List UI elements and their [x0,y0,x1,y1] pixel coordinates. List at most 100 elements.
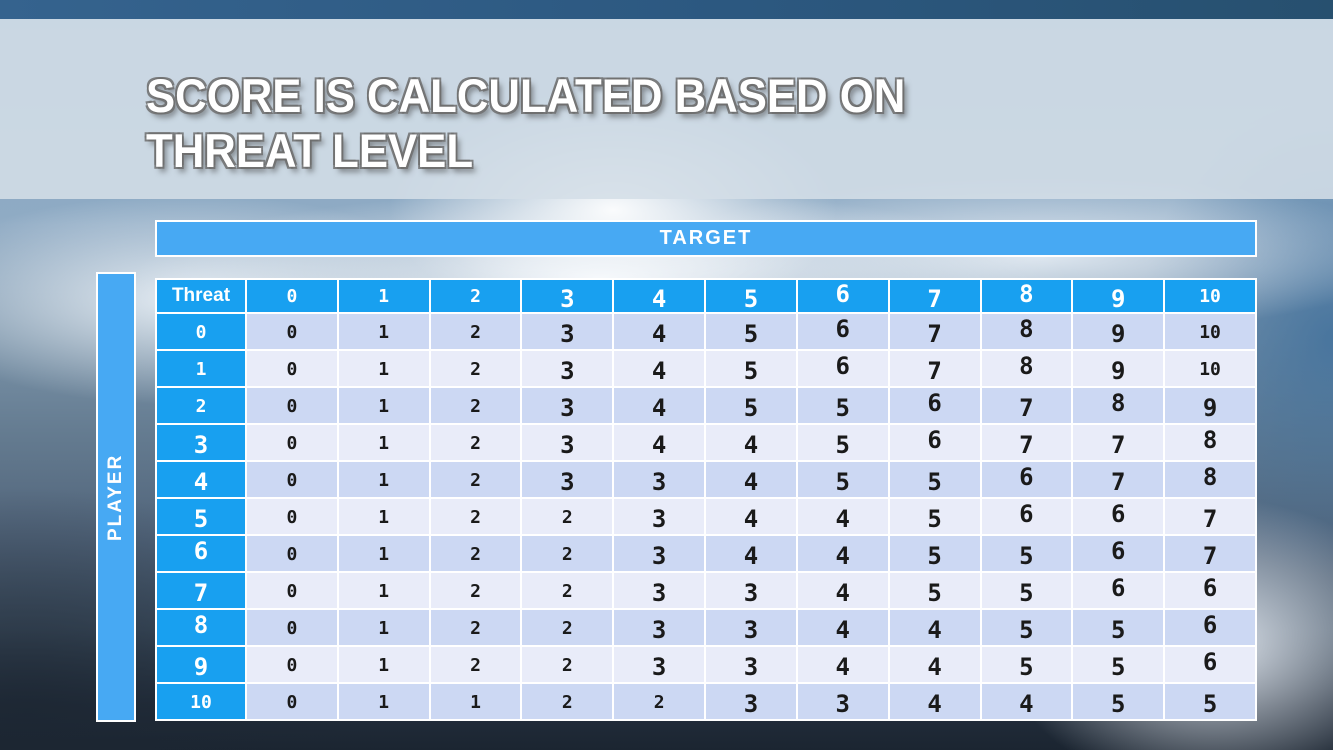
score-value: 5 [1110,690,1126,718]
score-value: 1 [378,395,390,417]
score-cell: 8 [1163,423,1257,462]
row-header-threat-level: 3 [155,423,247,462]
score-cell: 2 [520,682,615,721]
score-cell: 3 [520,423,615,462]
score-cell: 4 [612,349,707,388]
score-value: 2 [561,580,573,602]
score-value: 7 [1110,468,1126,496]
score-cell: 4 [795,608,890,647]
score-value: 4 [835,616,850,644]
score-value: 0 [286,617,298,639]
score-value: 1 [378,432,390,454]
score-cell: 5 [887,534,982,573]
score-value: 4 [835,579,850,607]
score-value: 1 [378,691,390,713]
score-cell: 4 [704,497,798,536]
score-value: 10 [1199,286,1221,307]
score-value: 6 [835,315,850,343]
score-cell: 2 [428,645,523,684]
corner-header-threat: Threat [155,278,247,314]
score-cell: 5 [704,386,798,425]
score-table: Threat 0 1 2 3 4 5 6 7 8 9 10 0 0 1 2 3 4 5 6 7 8 9 10 1 0 1 2 3 4 5… [155,278,1257,721]
score-value: 5 [1110,616,1126,644]
score-value: 5 [193,505,209,533]
score-value: 9 [1110,357,1126,385]
score-cell: 4 [704,534,798,573]
row-header-threat-level: 1 [155,349,247,388]
score-cell: 1 [336,460,431,499]
column-header: 7 [887,278,982,314]
score-value: 0 [286,321,298,343]
row-header-threat-level: 10 [155,682,247,721]
score-value: 2 [470,617,481,639]
score-value: 8 [1202,426,1218,454]
score-value: 6 [1019,500,1034,528]
score-cell: 6 [1071,497,1166,536]
score-value: 5 [743,320,759,348]
score-cell: 9 [1071,349,1166,388]
score-value: 0 [286,654,298,676]
score-value: 2 [470,286,481,307]
score-cell: 6 [1071,534,1166,573]
column-header: 0 [245,278,339,314]
score-value: 3 [651,616,667,644]
score-value: 5 [927,505,942,533]
score-value: 7 [927,284,942,313]
score-value: 3 [560,320,575,348]
score-value: 6 [1202,648,1218,676]
score-cell: 10 [1163,349,1257,388]
score-cell: 2 [428,571,523,610]
score-value: 4 [927,690,942,718]
score-value: 0 [286,395,298,417]
score-value: 1 [378,358,390,380]
score-value: 4 [743,542,759,570]
score-cell: 7 [887,312,982,351]
row-header-threat-level: 0 [155,312,247,351]
column-header: 2 [428,278,523,314]
score-value: 5 [835,431,850,459]
score-value: 5 [835,468,850,496]
score-cell: 2 [520,497,615,536]
score-value: 4 [651,431,667,459]
score-value: 0 [286,580,298,602]
score-value: 0 [286,432,298,454]
score-cell: 0 [245,460,339,499]
score-cell: 1 [336,386,431,425]
row-header-threat-level: 2 [155,386,247,425]
score-value: 10 [1199,358,1221,380]
score-value: 4 [1019,690,1034,718]
score-cell: 3 [612,571,707,610]
score-value: 2 [561,543,573,565]
score-value: 5 [1019,542,1034,570]
score-cell: 0 [245,645,339,684]
score-value: 5 [1110,653,1126,681]
score-value: 3 [743,579,759,607]
score-cell: 3 [612,534,707,573]
score-value: 6 [927,389,942,417]
score-cell: 4 [795,645,890,684]
score-cell: 8 [979,349,1074,388]
score-cell: 4 [887,645,982,684]
score-cell: 5 [887,571,982,610]
score-cell: 0 [245,571,339,610]
score-value: 4 [835,653,850,681]
score-value: 2 [561,654,573,676]
score-value: 5 [743,357,759,385]
top-accent-bar [0,0,1333,19]
score-value: 3 [560,284,575,313]
score-cell: 0 [245,682,339,721]
column-header: 3 [520,278,615,314]
score-value: 3 [560,357,575,385]
score-value: 0 [286,469,298,491]
score-cell: 3 [704,682,798,721]
score-value: 3 [651,505,667,533]
score-cell: 2 [428,423,523,462]
score-cell: 8 [979,312,1074,351]
table-row: 2 0 1 2 3 4 5 5 6 7 8 9 [155,386,1257,425]
score-cell: 0 [245,534,339,573]
score-value: 2 [470,654,481,676]
score-value: 6 [1019,463,1034,491]
score-value: 0 [286,358,298,380]
score-value: 1 [378,580,390,602]
row-header-threat-level: 9 [155,645,247,684]
